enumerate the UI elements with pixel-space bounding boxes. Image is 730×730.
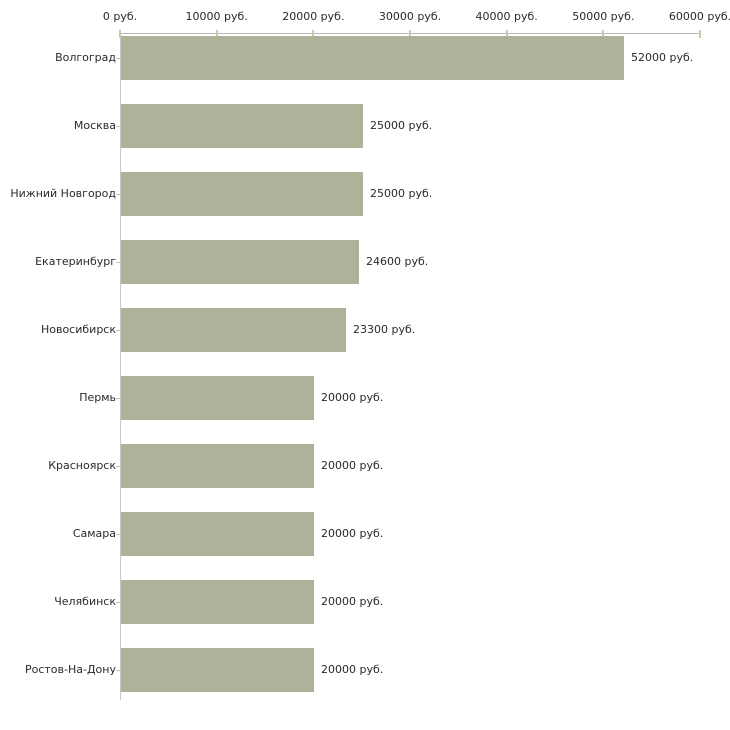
chart-row: Екатеринбург 24600 руб.: [0, 237, 730, 305]
chart-row: Ростов-На-Дону 20000 руб.: [0, 645, 730, 713]
value-label: 23300 руб.: [353, 323, 416, 336]
x-axis-tick-label: 50000 руб.: [572, 10, 635, 23]
x-axis-tick: [602, 30, 605, 38]
category-label: Екатеринбург: [35, 255, 116, 268]
x-axis-tick: [215, 30, 218, 38]
x-axis-tick: [119, 30, 121, 38]
bar: [121, 104, 363, 148]
chart-row: Волгоград 52000 руб.: [0, 33, 730, 101]
x-axis-tick: [409, 30, 411, 38]
x-axis-tick-label: 60000 руб.: [668, 10, 730, 23]
x-axis-tick: [699, 30, 701, 38]
value-label: 20000 руб.: [321, 459, 384, 472]
value-label: 20000 руб.: [321, 663, 384, 676]
value-label: 52000 руб.: [631, 51, 694, 64]
chart-row: Москва 25000 руб.: [0, 101, 730, 169]
value-label: 20000 руб.: [321, 595, 384, 608]
value-label: 24600 руб.: [366, 255, 429, 268]
chart-row: Новосибирск 23300 руб.: [0, 305, 730, 373]
value-label: 20000 руб.: [321, 391, 384, 404]
x-axis-tick-label: 10000 руб.: [185, 10, 248, 23]
category-label: Ростов-На-Дону: [24, 663, 116, 676]
x-axis-tick-label: 0 руб.: [102, 10, 138, 23]
y-axis-tick: [116, 398, 120, 399]
y-axis-tick: [116, 670, 120, 671]
value-label: 25000 руб.: [370, 119, 433, 132]
category-label: Нижний Новгород: [10, 187, 116, 200]
bar: [121, 240, 359, 284]
bar: [121, 376, 314, 420]
y-axis-tick: [116, 262, 120, 263]
y-axis-tick: [116, 466, 120, 467]
category-label: Волгоград: [55, 51, 116, 64]
bar: [121, 308, 346, 352]
chart-row: Пермь 20000 руб.: [0, 373, 730, 441]
x-axis-tick-label: 40000 руб.: [475, 10, 538, 23]
x-axis-tick-label: 30000 руб.: [378, 10, 442, 23]
bar: [121, 512, 314, 556]
y-axis-line: [120, 33, 121, 700]
bar: [121, 36, 624, 80]
bar: [121, 580, 314, 624]
y-axis-tick: [116, 58, 120, 59]
y-axis-tick: [116, 534, 120, 535]
y-axis-tick: [116, 126, 120, 127]
chart-row: Нижний Новгород 25000 руб.: [0, 169, 730, 237]
chart-row: Челябинск 20000 руб.: [0, 577, 730, 645]
value-label: 25000 руб.: [370, 187, 433, 200]
value-label: 20000 руб.: [321, 527, 384, 540]
y-axis-tick: [116, 330, 120, 331]
x-axis-tick-label: 20000 руб.: [282, 10, 345, 23]
bar: [121, 172, 363, 216]
category-label: Новосибирск: [40, 323, 116, 336]
category-label: Москва: [73, 119, 116, 132]
y-axis-tick: [116, 602, 120, 603]
bar: [121, 444, 314, 488]
category-label: Самара: [72, 527, 116, 540]
chart-row: Самара 20000 руб.: [0, 509, 730, 577]
category-label: Красноярск: [48, 459, 116, 472]
category-label: Пермь: [79, 391, 116, 404]
y-axis-tick: [116, 194, 120, 195]
x-axis-tick: [312, 30, 315, 38]
chart-row: Красноярск 20000 руб.: [0, 441, 730, 509]
category-label: Челябинск: [54, 595, 116, 608]
x-axis-tick: [505, 30, 508, 38]
bar: [121, 648, 314, 692]
